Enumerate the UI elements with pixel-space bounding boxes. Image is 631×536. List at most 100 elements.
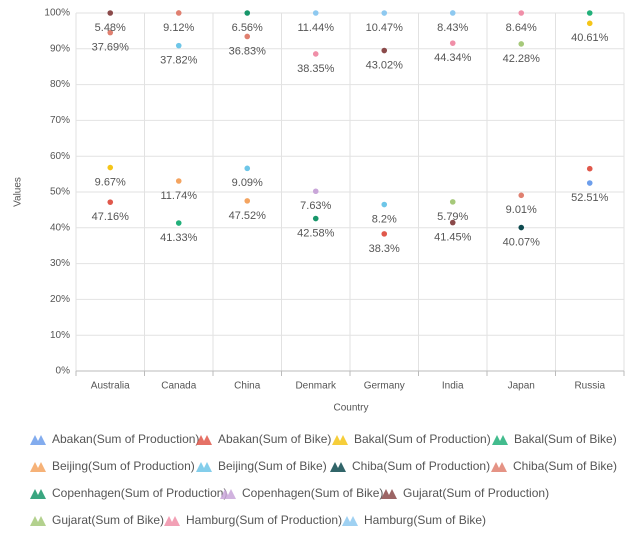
legend-item: Abakan(Sum of Production) — [30, 432, 199, 446]
point — [244, 198, 251, 204]
point — [175, 178, 182, 184]
point — [518, 224, 525, 231]
point — [449, 199, 456, 205]
point — [312, 51, 319, 57]
point — [312, 188, 319, 195]
legend-item: Hamburg(Sum of Bike) — [342, 513, 486, 527]
point — [175, 220, 182, 226]
point — [107, 10, 114, 16]
legend-icon — [30, 516, 46, 526]
point — [244, 10, 251, 16]
data-label: 8.2% — [372, 213, 397, 225]
legend-label: Bakal(Sum of Bike) — [514, 432, 617, 446]
point — [449, 40, 456, 46]
point — [381, 201, 388, 208]
legend-icon — [196, 462, 212, 472]
data-label: 36.83% — [229, 45, 267, 57]
legend-icon — [30, 462, 46, 472]
legend-label: Hamburg(Sum of Bike) — [364, 513, 486, 527]
data-label: 52.51% — [571, 192, 609, 204]
point — [312, 215, 319, 222]
y-tick-label: 90% — [50, 43, 70, 54]
data-label: 37.69% — [92, 42, 130, 54]
legend-icon — [332, 435, 348, 445]
legend-item: Chiba(Sum of Bike) — [491, 459, 617, 473]
legend-icon — [30, 489, 46, 499]
point — [381, 47, 388, 54]
point — [518, 192, 525, 199]
data-label: 41.45% — [434, 232, 472, 244]
legend-label: Copenhagen(Sum of Bike) — [242, 486, 383, 500]
y-axis-title: Values — [13, 177, 24, 207]
legend-icon — [342, 516, 358, 526]
data-label: 5.79% — [437, 211, 468, 223]
data-label: 8.43% — [437, 22, 468, 34]
point — [107, 29, 114, 36]
y-tick-label: 20% — [50, 294, 70, 305]
point — [244, 165, 251, 172]
data-label: 47.16% — [92, 211, 130, 223]
y-tick-label: 30% — [50, 258, 70, 269]
y-tick-label: 60% — [50, 151, 70, 162]
legend-item: Copenhagen(Sum of Bike) — [220, 486, 383, 500]
point — [518, 10, 525, 16]
legend-icon — [164, 516, 180, 526]
legend-label: Beijing(Sum of Bike) — [218, 459, 327, 473]
data-label: 11.44% — [298, 22, 335, 34]
y-tick-label: 0% — [56, 366, 71, 377]
data-label: 44.34% — [434, 52, 472, 64]
point — [449, 10, 456, 16]
y-tick-label: 10% — [50, 330, 70, 341]
legend-icon — [381, 489, 397, 499]
legend-label: Copenhagen(Sum of Production) — [52, 486, 227, 500]
data-label: 40.61% — [571, 32, 609, 44]
x-tick-label: China — [234, 381, 261, 392]
legend-icon — [491, 462, 507, 472]
legend-item: Bakal(Sum of Production) — [332, 432, 491, 446]
y-tick-label: 100% — [44, 8, 70, 19]
legend-icon — [30, 435, 46, 445]
point — [586, 165, 593, 172]
x-tick-label: Australia — [91, 381, 130, 392]
legend-label: Bakal(Sum of Production) — [354, 432, 491, 446]
y-tick-label: 70% — [50, 115, 70, 126]
y-tick-label: 50% — [50, 187, 70, 198]
legend-label: Chiba(Sum of Bike) — [513, 459, 617, 473]
x-axis-title: Country — [333, 403, 368, 414]
point — [449, 219, 456, 226]
y-tick-label: 80% — [50, 79, 70, 90]
data-label: 42.58% — [297, 227, 335, 239]
legend-item: Beijing(Sum of Bike) — [196, 459, 327, 473]
data-label: 38.3% — [369, 243, 400, 255]
data-label: 38.35% — [297, 63, 335, 75]
legend-label: Hamburg(Sum of Production) — [186, 513, 342, 527]
x-tick-label: Canada — [161, 381, 196, 392]
point — [381, 231, 388, 237]
data-label: 9.01% — [506, 204, 537, 216]
point — [107, 164, 114, 171]
data-label: 9.12% — [163, 22, 194, 34]
legend-label: Abakan(Sum of Production) — [52, 432, 199, 446]
legend-item: Gujarat(Sum of Production) — [381, 486, 549, 500]
legend-item: Copenhagen(Sum of Production) — [30, 486, 227, 500]
x-tick-label: India — [442, 381, 464, 392]
x-tick-label: Denmark — [295, 381, 337, 392]
data-label: 11.74% — [161, 190, 198, 202]
data-label: 43.02% — [366, 59, 404, 71]
data-label: 9.67% — [95, 176, 126, 188]
data-label: 42.28% — [503, 53, 541, 65]
legend-item: Beijing(Sum of Production) — [30, 459, 195, 473]
point — [175, 42, 182, 49]
legend-icon — [220, 489, 236, 499]
x-tick-label: Germany — [364, 381, 405, 392]
legend-item: Hamburg(Sum of Production) — [164, 513, 342, 527]
data-label: 41.33% — [160, 232, 198, 244]
data-label: 6.56% — [232, 22, 263, 34]
legend-item: Bakal(Sum of Bike) — [492, 432, 617, 446]
point — [381, 10, 388, 16]
x-tick-label: Japan — [508, 381, 535, 392]
data-label: 40.07% — [503, 236, 541, 248]
point — [586, 20, 593, 27]
point — [586, 10, 593, 16]
